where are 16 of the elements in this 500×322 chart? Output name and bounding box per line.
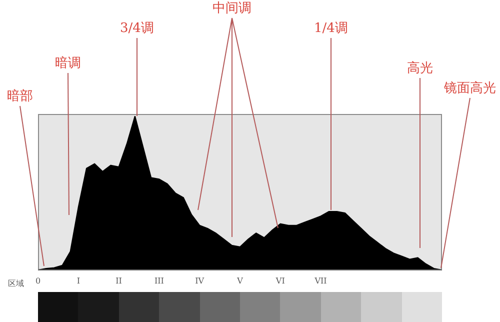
x-tick-label: III: [154, 276, 164, 286]
x-axis-title: 区域: [8, 279, 24, 288]
x-tick-label: 0: [35, 276, 41, 286]
text: 1/4调: [314, 21, 348, 36]
x-tick-label: V: [236, 276, 244, 286]
text: 暗调: [55, 56, 81, 71]
text: 镜面高光: [443, 80, 496, 96]
text: 暗部: [7, 89, 33, 104]
x-tick-label: IV: [195, 276, 204, 286]
text: 高光: [407, 60, 433, 76]
text: 3/4调: [120, 21, 154, 36]
x-tick-label: II: [116, 276, 122, 286]
x-tick-label: I: [76, 276, 80, 286]
x-tick-label: VI: [274, 276, 285, 286]
text: 中间调: [212, 1, 252, 16]
x-tick-label: VII: [314, 276, 327, 286]
